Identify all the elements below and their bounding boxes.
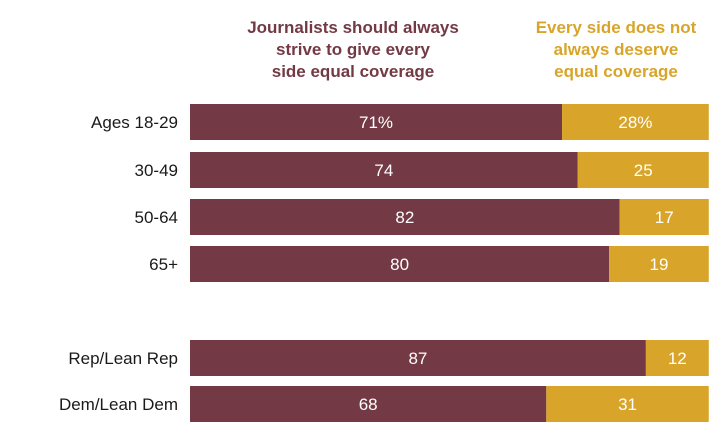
data-label: 31 xyxy=(618,395,637,414)
data-label: 25 xyxy=(634,161,653,180)
category-label: Dem/Lean Dem xyxy=(59,395,178,414)
data-label: 28% xyxy=(618,113,652,132)
category-label: 50-64 xyxy=(135,208,178,227)
data-label: 74 xyxy=(374,161,393,180)
bars-group: 71% 28% 74 25 82 17 80 19 87 12 68 31 xyxy=(190,104,709,422)
data-label: 19 xyxy=(650,255,669,274)
category-label: 65+ xyxy=(149,255,178,274)
bar-not-equal-coverage xyxy=(577,152,709,188)
bar-equal-coverage xyxy=(190,152,578,188)
data-label: 12 xyxy=(668,349,687,368)
legend-equal-coverage: Journalists should always strive to give … xyxy=(247,18,459,81)
bar-equal-coverage xyxy=(190,340,646,376)
category-label: 30-49 xyxy=(135,161,178,180)
data-label: 80 xyxy=(390,255,409,274)
bar-equal-coverage xyxy=(190,104,563,140)
bar-not-equal-coverage xyxy=(619,199,709,235)
bar-not-equal-coverage xyxy=(562,104,709,140)
legend-not-equal-coverage: Every side does not always deserve equal c… xyxy=(536,18,697,81)
category-label: Rep/Lean Rep xyxy=(68,349,178,368)
legend: Journalists should always strive to give … xyxy=(247,18,696,81)
bar-equal-coverage xyxy=(190,199,620,235)
data-label: 82 xyxy=(395,208,414,227)
bar-equal-coverage xyxy=(190,246,610,282)
category-label: Ages 18-29 xyxy=(91,113,178,132)
bar-equal-coverage xyxy=(190,386,547,422)
category-labels: Ages 18-29 30-49 50-64 65+ Rep/Lean Rep Dem/L… xyxy=(59,113,178,414)
data-label: 71% xyxy=(359,113,393,132)
data-label: 87 xyxy=(408,349,427,368)
bar-not-equal-coverage xyxy=(645,340,709,376)
data-label: 17 xyxy=(655,208,674,227)
data-label: 68 xyxy=(359,395,378,414)
bar-not-equal-coverage xyxy=(609,246,709,282)
bar-not-equal-coverage xyxy=(546,386,709,422)
